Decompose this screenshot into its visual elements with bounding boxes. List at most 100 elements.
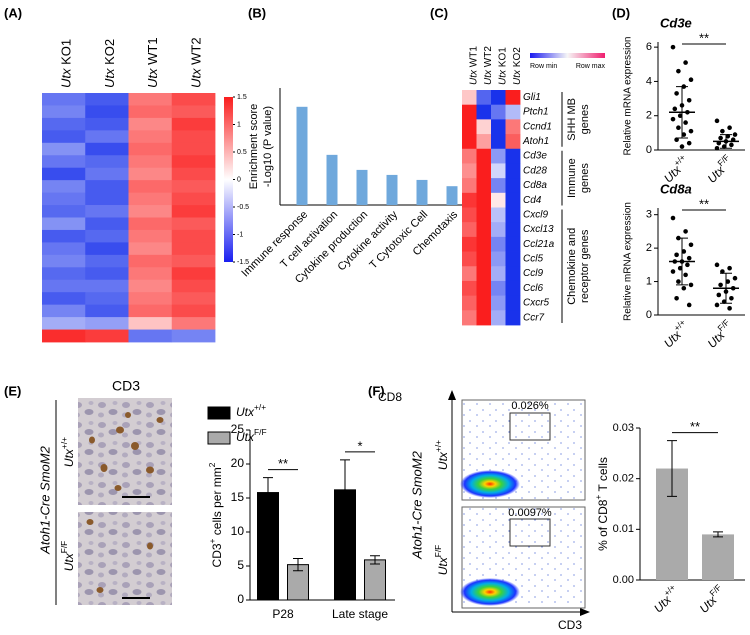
gate [509, 412, 551, 441]
row-label: Ccr7 [523, 312, 545, 323]
significance: ** [690, 419, 700, 434]
heatmap-cell [85, 217, 129, 231]
row-label: Ptch1 [523, 107, 549, 118]
row-label: Atoh1 [522, 136, 549, 147]
data-point [714, 118, 720, 124]
heatmap-cell [462, 192, 477, 208]
heatmap-cell [462, 104, 477, 120]
heatmap-cell [505, 251, 521, 267]
data-point [686, 97, 692, 103]
x-tick-label: UtxF/F [695, 582, 729, 616]
heatmap-cell [491, 178, 506, 194]
column-label: Utx KO1 [497, 47, 508, 85]
x-tick-label: Utx+/+ [649, 582, 682, 615]
heatmap-cell [85, 192, 129, 206]
chart-title: Cd3e [660, 15, 692, 30]
heatmap-cell [42, 217, 86, 231]
axis-label: CD3 [558, 618, 582, 632]
data-point [676, 125, 681, 131]
y-tick-label: 0 [237, 592, 244, 606]
bar [386, 174, 398, 205]
heatmap-cell [42, 229, 86, 243]
data-point [688, 282, 694, 288]
data-point [718, 282, 723, 288]
data-point [714, 262, 720, 268]
heatmap-cell [462, 134, 477, 150]
data-point [677, 113, 683, 119]
heatmap-cell [42, 254, 86, 268]
row-label: Cd3e [523, 151, 547, 162]
colorbar-label: 0 [237, 176, 241, 183]
data-point [674, 91, 679, 96]
heatmap-cell [505, 266, 521, 282]
y-tick-label: 4 [646, 75, 652, 87]
text-part: Utx [146, 68, 161, 88]
text-part: CD3 [210, 543, 224, 567]
text-part: Utx [511, 69, 522, 85]
bar [446, 186, 458, 205]
data-point [679, 144, 685, 149]
data-point [685, 262, 690, 268]
x-tick-label: UtxF/F [703, 317, 737, 351]
legend-label: Row max [576, 63, 606, 70]
heatmap-cell [171, 93, 216, 106]
heatmap-cell [491, 266, 506, 282]
colorbar [224, 97, 233, 262]
y-tick-label: 10 [231, 524, 245, 538]
heatmap-cell [462, 251, 477, 267]
text-part: Utx [62, 448, 76, 467]
text-part: KO2 [102, 39, 117, 69]
text-part: WT1 [468, 46, 479, 70]
data-point [688, 128, 694, 134]
data-point [727, 306, 732, 311]
colorbar-label: 0.5 [237, 149, 247, 156]
data-point [688, 242, 694, 248]
data-point [670, 269, 676, 274]
bar [416, 179, 428, 205]
data-point [672, 106, 678, 112]
heatmap-cell [128, 180, 173, 193]
row-label: UtxF/F [59, 541, 76, 572]
flow-density [460, 578, 520, 606]
heatmap-cell [505, 134, 521, 150]
colorbar-label: 1.5 [237, 94, 247, 101]
heatmap-cell [42, 117, 86, 131]
heatmap-cell [128, 242, 173, 256]
text-part: 2 [207, 462, 217, 467]
heatmap-cell [171, 267, 216, 281]
text-part: + [207, 538, 217, 543]
heatmap-cell [128, 267, 173, 281]
heatmap-cell [42, 167, 86, 181]
heatmap-cell [171, 229, 216, 243]
heatmap-cell [85, 329, 129, 343]
heatmap-cell [128, 292, 173, 306]
data-point [688, 77, 694, 83]
heatmap-cell [171, 304, 216, 318]
heatmap-cell [85, 117, 129, 131]
column-label: Utx WT1 [468, 46, 479, 85]
heatmap-cell [171, 155, 216, 169]
error-bar [667, 440, 677, 497]
heatmap-cell [85, 317, 129, 330]
text-part: Utx [189, 68, 204, 88]
row-label: Cxcr5 [523, 298, 550, 309]
heatmap-cell [128, 142, 173, 156]
data-point [720, 128, 725, 134]
heatmap-cell [476, 148, 492, 164]
panel-label: (F) [368, 383, 385, 398]
y-tick-label: 2 [646, 242, 652, 254]
row-label: Ccl21a [523, 239, 555, 250]
data-point [670, 116, 676, 122]
y-tick-label: 2 [646, 110, 652, 122]
y-tick-label: 6 [646, 41, 652, 53]
heatmap-cell [128, 205, 173, 218]
row-label: Cd8a [523, 180, 547, 191]
heatmap-cell [491, 148, 506, 164]
error-bar [720, 272, 732, 304]
significance: ** [699, 196, 709, 211]
heatmap-cell [128, 217, 173, 231]
group-label: genes [579, 104, 591, 134]
data-point [686, 255, 692, 261]
colorbar-label: -0.5 [237, 204, 249, 211]
